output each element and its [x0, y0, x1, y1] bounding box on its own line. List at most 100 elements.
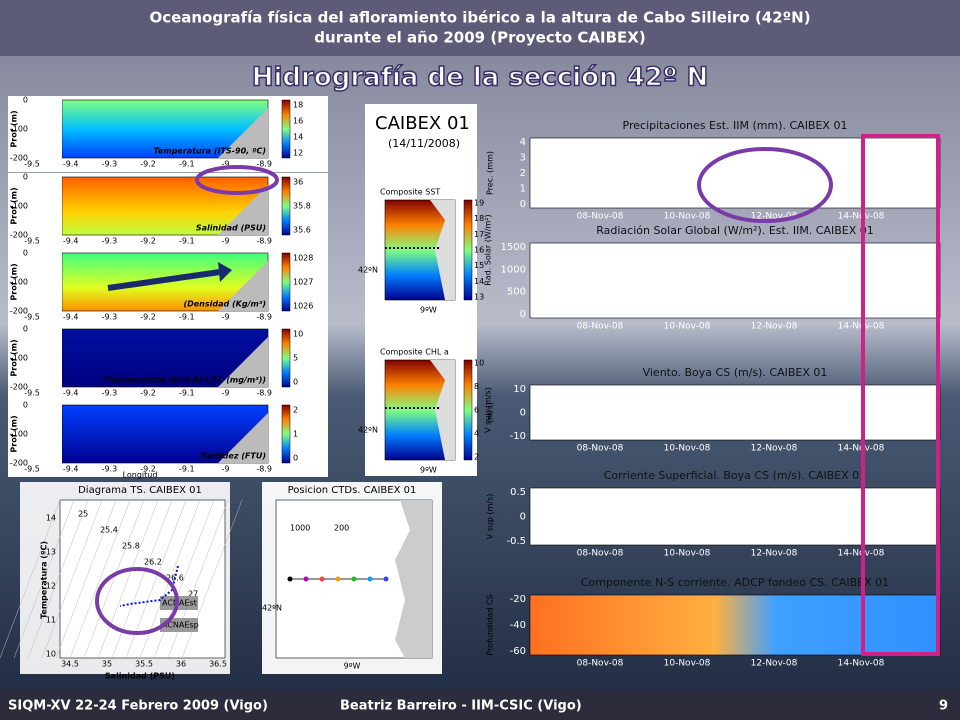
y-tick-label: -100 [10, 202, 28, 211]
ctd-station [319, 576, 325, 582]
ctd-station [303, 576, 309, 582]
x-tick-label: 10-Nov-08 [664, 444, 711, 454]
x-tick-label: -9.1 [179, 237, 195, 246]
white-mask [32, 100, 62, 158]
x-tick-label: -9.1 [179, 313, 195, 322]
colorbar-tick-label: 17 [474, 230, 484, 239]
x-tick-label: -9.1 [179, 465, 195, 474]
colorbar-tick-label: 13 [474, 293, 484, 302]
x-tick-label: -9.5 [24, 313, 40, 322]
colorbar-tick-label: 0 [293, 454, 298, 463]
plot-area [529, 487, 941, 546]
x-tick-label: 12-Nov-08 [751, 549, 798, 559]
section-panels: Prof (m)0-100-200-9.5 -9.4 -9.3 -9.2 -9.1 -9-… [8, 96, 328, 480]
colorbar [463, 359, 473, 461]
coast [430, 360, 455, 460]
colorbar-tick-label: 35.6 [293, 226, 311, 235]
highlight-ellipse [95, 567, 179, 635]
chart-title: Radiación Solar Global (W/m²). Est. IIM.… [596, 224, 874, 237]
highlight-ellipse [195, 165, 279, 195]
x-tick-label: 36.5 [209, 660, 227, 669]
y-tick-label: 0 [23, 401, 28, 410]
lat-label: 42ºN [358, 266, 378, 275]
y-axis-label: Prof (m) [10, 339, 19, 376]
panel-label: Fluorescencia (ECO-AFL/FL (mg/m³)) [103, 376, 266, 385]
x-axis-label: Salinidad (PSU) [105, 672, 175, 681]
x-tick-label: -9.3 [102, 160, 118, 169]
x-tick-label: -9.4 [63, 389, 79, 398]
caibex-date: (14/11/2008) [388, 137, 460, 150]
y-tick-label: 0 [23, 325, 28, 334]
y-axis-label: Prof (m) [10, 187, 19, 224]
highlight-box [861, 134, 940, 656]
isopycnal-line [97, 499, 159, 659]
colorbar-label: V sup (m/s) [484, 387, 493, 433]
caibex-title: CAIBEX 01 [375, 113, 470, 134]
x-tick-label: -9.5 [24, 160, 40, 169]
coast [430, 200, 455, 300]
map-title: Composite SST [380, 188, 440, 197]
x-tick-label: 08-Nov-08 [577, 444, 624, 454]
plot-area [529, 137, 941, 209]
panel-label: Turbidez (FTU) [200, 452, 266, 461]
ctd-station [383, 576, 389, 582]
ts-title: Diagrama TS. CAIBEX 01 [78, 485, 202, 496]
white-mask [32, 253, 62, 311]
y-axis-label: Prec. (mm) [486, 151, 495, 195]
y-axis-label: Temperatura (ºC) [40, 541, 49, 619]
x-tick-label: -9 [221, 237, 229, 246]
colorbar [281, 176, 291, 236]
x-tick-label: 08-Nov-08 [577, 549, 624, 559]
time-series: Precipitaciones Est. IIM (mm). CAIBEX 01… [486, 119, 941, 669]
seafloor [218, 413, 268, 463]
lat-label: 42ºN [262, 604, 282, 613]
isopycnal-line [41, 499, 103, 659]
x-tick-label: -9.5 [24, 465, 40, 474]
y-tick-label: -200 [10, 231, 28, 240]
x-tick-label: -9.4 [63, 237, 79, 246]
x-tick-label: -9.2 [140, 389, 156, 398]
map-title: Composite CHL a [380, 348, 449, 357]
y-tick-label: -200 [10, 307, 28, 316]
isopycnal-line [0, 499, 61, 659]
chart-title: Componente N-S corriente. ADCP fondeo CS… [581, 576, 889, 589]
isopycnal-label: 25.8 [122, 542, 140, 551]
isopycnal-line [69, 499, 131, 659]
x-tick-label: -9 [221, 160, 229, 169]
white-mask [32, 177, 62, 235]
y-tick-label: 0 [520, 512, 526, 523]
plot-area [529, 594, 941, 656]
x-tick-label: -9.4 [63, 465, 79, 474]
x-tick-label: -9 [221, 389, 229, 398]
colorbar-tick-label: 1 [293, 430, 298, 439]
colorbar-tick-label: 19 [474, 199, 484, 208]
colorbar-tick-label: 15 [474, 261, 484, 270]
colorbar-tick-label: 5 [293, 354, 298, 363]
isopycnal-label: 25 [78, 510, 88, 519]
colorbar-tick-label: 12 [293, 149, 303, 158]
y-tick-label: -100 [10, 354, 28, 363]
y-tick-label: -100 [10, 430, 28, 439]
y-axis-label: Profundidad CS [486, 594, 495, 655]
x-tick-label: -9.2 [140, 237, 156, 246]
x-tick-label: 08-Nov-08 [577, 212, 624, 222]
y-tick-label: 3 [520, 153, 526, 164]
x-tick-label: 08-Nov-08 [577, 322, 624, 332]
y-tick-label: 0 [520, 408, 526, 419]
y-axis-label: (m/s) [486, 402, 495, 423]
isopycnal-label: 25.4 [100, 526, 118, 535]
footer-text: SIQM-XV 22-24 Febrero 2009 (Vigo) [8, 699, 268, 714]
x-axis-label: Longitud [123, 471, 158, 480]
colorbar-tick-label: 14 [474, 277, 484, 286]
plot-area [529, 384, 941, 441]
white-mask [32, 329, 62, 387]
x-tick-label: 08-Nov-08 [577, 659, 624, 669]
seafloor [218, 261, 268, 311]
slide-title: Hidrografía de la sección 42º N [252, 63, 709, 93]
x-tick-label: 10-Nov-08 [664, 322, 711, 332]
chart-title: Viento. Boya CS (m/s). CAIBEX 01 [643, 366, 828, 379]
seafloor [218, 337, 268, 387]
isopycnal-line [55, 499, 117, 659]
colorbar-tick-label: 6 [474, 406, 479, 415]
